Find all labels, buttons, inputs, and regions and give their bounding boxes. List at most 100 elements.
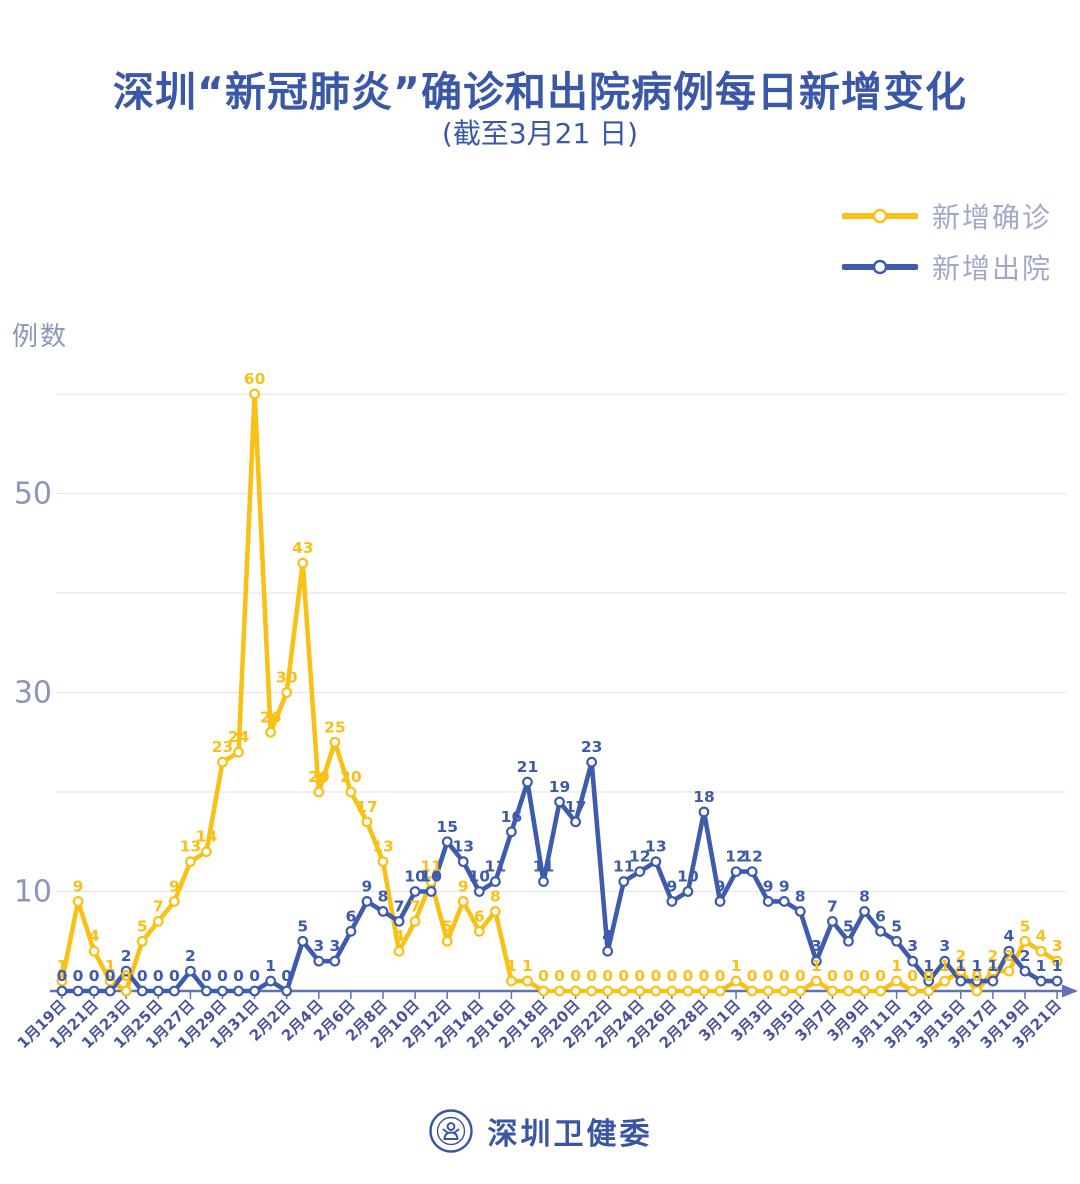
health-commission-logo-icon [428,1109,473,1153]
point-marker [473,886,485,897]
point-marker [682,886,694,897]
value-label: 9 [763,877,774,895]
point-marker [313,955,325,967]
point-marker [650,985,662,997]
point-marker [875,985,886,997]
point-marker [522,975,533,987]
point-marker [923,985,935,997]
value-label: 0 [570,967,581,985]
value-label: 5 [1020,917,1031,935]
point-marker [281,985,293,997]
value-label: 4 [602,927,613,945]
point-marker [265,975,277,987]
value-label: 0 [554,967,565,985]
value-label: 0 [859,967,870,985]
point-marker [891,975,902,987]
value-label: 3 [939,937,950,955]
y-tick-label: 50 [14,477,52,512]
point-marker [506,826,517,838]
point-marker [570,816,581,828]
point-marker [843,985,854,997]
value-label: 0 [105,967,116,985]
point-marker [56,985,68,997]
value-label: 2 [121,947,132,965]
value-label: 9 [779,877,790,895]
value-label: 11 [533,858,555,876]
value-label: 1 [923,957,934,975]
point-marker [698,806,710,818]
point-marker [56,975,68,987]
value-label: 5 [843,917,854,935]
point-marker [249,388,261,400]
value-label: 2 [1020,947,1031,965]
point-marker [297,557,309,569]
point-marker [810,955,822,967]
point-marker [939,955,951,967]
point-marker [152,915,164,927]
discharged-line-marker-icon [841,259,918,275]
point-marker [1035,945,1047,957]
value-label: 0 [683,967,694,985]
value-label: 7 [827,897,838,915]
value-label: 1 [939,957,950,975]
point-marker [152,985,164,997]
value-label: 4 [1004,927,1015,945]
footer: 深圳卫健委 [0,1108,1080,1154]
value-label: 10 [420,868,442,886]
point-marker [1019,965,1031,977]
value-label: 8 [490,887,501,905]
value-label: 13 [372,838,394,856]
point-marker [618,876,630,887]
value-label: 26 [260,708,282,726]
point-marker [778,985,790,997]
value-label: 0 [618,967,629,985]
value-label: 17 [565,798,587,816]
point-marker [489,906,501,917]
value-label: 0 [602,967,613,985]
point-marker [554,796,565,808]
value-label: 0 [795,967,806,985]
value-label: 1 [105,957,116,975]
point-marker [473,925,485,937]
point-marker [714,985,726,997]
point-marker [1003,945,1015,957]
value-label: 9 [169,877,180,895]
value-label: 9 [362,877,373,895]
value-label: 0 [650,967,661,985]
point-marker [618,985,630,997]
point-marker [377,856,389,868]
legend-label-confirmed: 新增确诊 [931,201,1052,234]
point-marker [794,906,806,917]
value-label: 6 [474,907,485,925]
value-label: 0 [923,967,934,985]
value-label: 2 [988,947,999,965]
point-marker [634,985,646,997]
point-marker [602,945,614,957]
point-marker [201,846,212,858]
value-label: 0 [586,967,597,985]
value-label: 4 [394,927,405,945]
point-marker [345,786,357,798]
point-marker [746,866,758,877]
point-marker [201,985,212,997]
value-label: 3 [907,937,918,955]
value-label: 0 [779,967,790,985]
point-marker [1051,975,1063,987]
value-label: 0 [89,967,100,985]
value-label: 2 [1004,947,1015,965]
point-marker [489,876,501,887]
value-label: 3 [1052,937,1063,955]
x-axis-arrow-icon [1062,984,1078,998]
point-marker [297,935,309,947]
value-label: 12 [725,848,747,866]
value-label: 3 [811,937,822,955]
point-marker [104,985,116,997]
point-marker [1003,965,1015,977]
point-marker [762,985,774,997]
point-marker [522,776,533,788]
value-label: 0 [843,967,854,985]
value-label: 1 [811,957,822,975]
y-tick-label: 10 [14,875,52,910]
value-label: 3 [329,937,340,955]
